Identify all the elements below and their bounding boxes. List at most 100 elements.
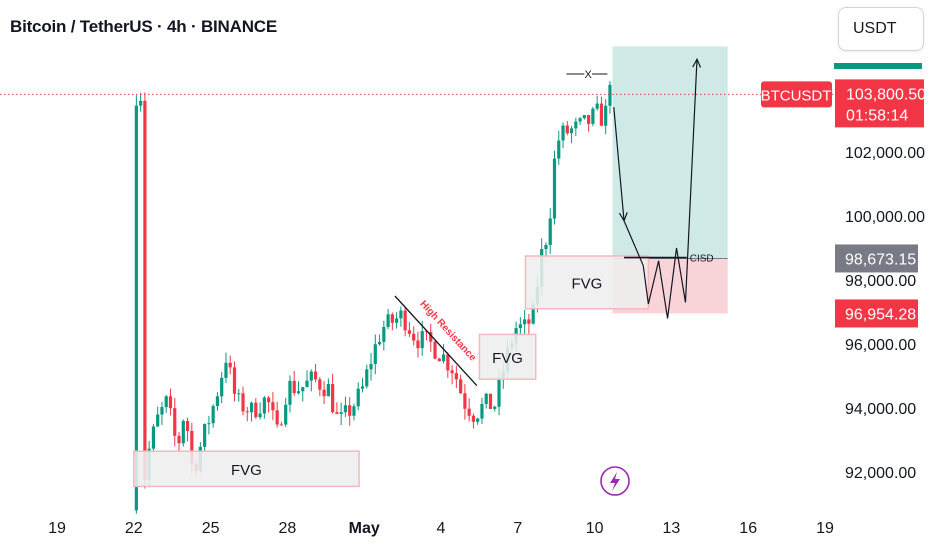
candle [407,322,412,338]
candle [454,365,458,389]
candle [557,130,561,165]
candle-body [151,426,156,449]
candle-body [185,421,190,431]
candle [313,363,318,383]
candle [437,357,441,362]
candle-body [429,331,433,342]
candle [476,417,480,425]
candle [595,95,599,111]
candle-body [471,415,476,422]
candle-body [143,100,147,481]
candle [143,92,147,489]
candle [395,312,399,329]
candle-body [493,406,497,409]
candle [237,388,241,402]
candle [267,396,271,413]
candle-body [258,413,262,418]
fvg-label: FVG [231,462,262,479]
candle-body [373,344,377,364]
candle-body [561,125,565,141]
candle [177,432,181,453]
stop-price-bg [835,299,918,328]
candle-body [254,402,258,418]
candle-body [173,408,177,436]
price-tick-label: 102,000.00 [845,145,925,162]
candle-body [160,407,164,415]
candle-body [544,244,548,250]
candle [134,95,138,514]
candle [446,352,450,378]
candle-body [403,310,407,331]
candle-body [599,103,604,126]
candle-body [382,326,386,342]
candle [356,382,360,411]
candle-body [301,387,305,392]
candle [569,125,574,144]
fvg-zone [478,333,537,380]
lightning-icon[interactable] [600,466,630,496]
candle-body [313,371,318,380]
time-tick-label: 25 [202,520,220,537]
candle-body [416,340,420,349]
fvg-label: FVG [492,350,523,367]
time-tick-label: 28 [279,520,297,537]
candle-body [207,423,211,425]
projection-path [613,59,698,319]
candle [382,320,386,351]
candle [275,401,279,428]
time-tick-label: 19 [48,520,66,537]
candle [587,114,591,132]
candle [450,365,454,385]
time-tick-label: 19 [816,520,834,537]
fvg-label: FVG [571,275,602,292]
candle [373,334,377,375]
candle [203,423,207,451]
price-tick-label: 96,000.00 [845,337,916,354]
price-axis-marker [834,63,922,69]
candle [305,370,309,388]
candle-body [237,393,241,395]
last-price-countdown: 01:58:14 [846,107,908,124]
candle-body [459,379,463,394]
candle [561,122,565,149]
candle [228,355,232,375]
candle [296,381,301,395]
candle-body [454,373,458,380]
candle-body [386,314,390,327]
candle [386,308,390,330]
candle-body [284,404,288,425]
time-tick-label: 4 [437,520,446,537]
candle-body [412,333,416,341]
candle-body [476,418,480,422]
price-axis: 92,000.00 94,000.00 96,000.00 98,000.00 100,… [834,63,925,482]
currency-button[interactable]: USDT [838,7,924,51]
candle-body [420,331,424,349]
candle-body [518,324,522,329]
candle-body [335,412,339,414]
candle-body [390,314,394,323]
candle [292,370,296,396]
candle-body [331,384,335,413]
candle-body [557,140,561,159]
candle [424,330,429,341]
candle-body [168,396,173,409]
candle [245,407,249,422]
price-tick-label: 98,000.00 [845,273,916,290]
candle [377,334,382,346]
candle-body [326,384,330,397]
candle-body [288,380,292,405]
candle-body [181,421,185,444]
entry-price-bg [835,244,918,273]
candle [139,92,143,112]
candle-body [467,408,471,416]
candle [433,340,437,360]
price-tick-label: 92,000.00 [845,465,916,482]
candle-body [339,412,343,414]
candle [220,371,224,404]
candle-body [139,100,143,106]
candle-body [369,363,373,370]
candle [343,396,348,417]
candle-body [608,84,612,106]
candle-body [134,105,138,511]
